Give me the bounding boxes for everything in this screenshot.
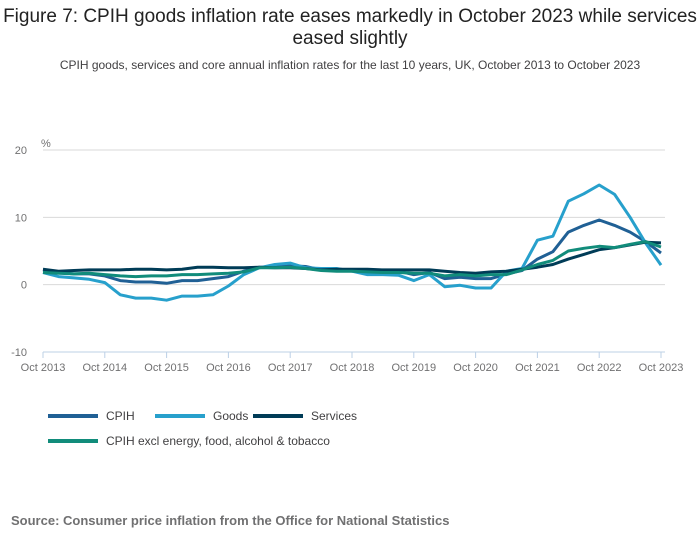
series-line-services <box>42 240 662 275</box>
x-tick-label: Oct 2021 <box>515 362 560 374</box>
y-tick-label: 20 <box>15 145 27 157</box>
legend-swatch <box>48 439 98 443</box>
x-tick-label: Oct 2023 <box>639 362 684 374</box>
y-tick-label: 0 <box>21 280 27 292</box>
series-line-cpih <box>42 240 662 279</box>
x-tick-label: Oct 2017 <box>268 362 313 374</box>
x-tick-label: Oct 2014 <box>82 362 127 374</box>
y-tick-label: -10 <box>11 347 27 359</box>
legend-swatch <box>253 414 303 418</box>
legend-swatch <box>48 414 98 418</box>
source-note: Source: Consumer price inflation from th… <box>11 513 450 528</box>
chart-subtitle: CPIH goods, services and core annual inf… <box>59 58 641 72</box>
x-tick-label: Oct 2015 <box>144 362 189 374</box>
legend-item[interactable]: CPIH <box>48 409 135 423</box>
legend-label: CPIH <box>106 409 135 423</box>
chart-title: Figure 7: CPIH goods inflation rate ease… <box>3 6 697 49</box>
legend-label: Goods <box>213 409 249 423</box>
legend-swatch <box>155 414 205 418</box>
legend-item[interactable]: Services <box>253 409 357 423</box>
x-tick-label: Oct 2022 <box>577 362 622 374</box>
x-tick-label: Oct 2018 <box>330 362 375 374</box>
x-tick-label: Oct 2013 <box>21 362 66 374</box>
y-axis-label: % <box>41 138 51 150</box>
x-tick-label: Oct 2016 <box>206 362 251 374</box>
legend-label: CPIH excl energy, food, alcohol & tobacc… <box>106 434 330 448</box>
legend-label: Services <box>311 409 358 423</box>
legend-item[interactable]: Goods <box>155 409 248 423</box>
y-tick-label: 10 <box>15 212 27 224</box>
legend-item[interactable]: CPIH excl energy, food, alcohol & tobacc… <box>48 434 330 448</box>
x-tick-label: Oct 2020 <box>453 362 498 374</box>
x-tick-label: Oct 2019 <box>391 362 436 374</box>
